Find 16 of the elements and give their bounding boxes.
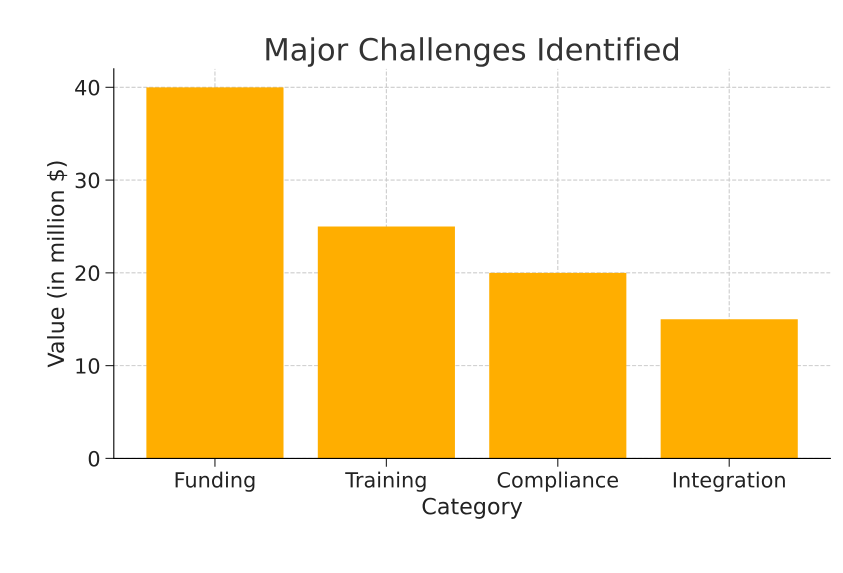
y-tick-label: 20 [76,265,100,282]
x-tick-label: Integration [674,472,785,492]
x-axis-title: Category [422,498,522,519]
y-tick-label: 30 [76,172,100,188]
chart-title: Major Challenges Identified [266,37,678,67]
x-tick-label: Compliance [498,472,618,492]
bar [489,272,626,458]
bar [146,87,284,458]
bar [660,319,798,458]
y-tick-label: 0 [88,450,100,467]
y-tick-label: 10 [76,358,100,374]
x-tick-label: Funding [176,472,254,492]
bar [318,226,455,458]
y-tick-label: 40 [75,80,100,96]
y-axis-title: Value (in million $) [47,161,68,368]
x-tick-label: Training [345,472,426,492]
